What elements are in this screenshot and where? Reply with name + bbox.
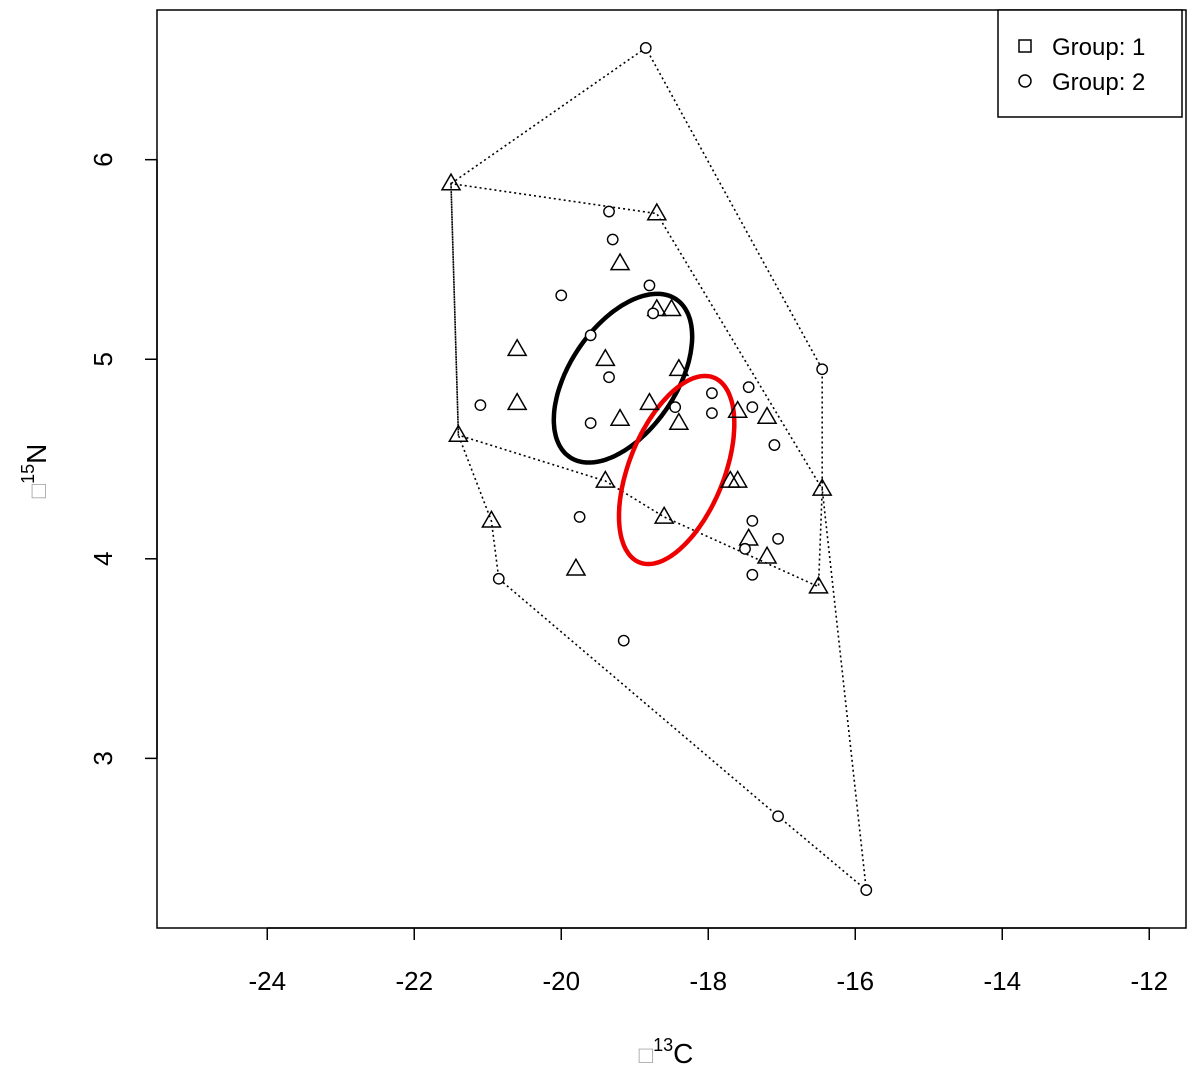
triangle-point <box>481 509 502 528</box>
hull-series-2 <box>450 46 868 892</box>
x-axis-title: □13C <box>639 1035 694 1069</box>
legend: Group: 1 Group: 2 <box>997 9 1183 118</box>
circle-point <box>474 399 487 412</box>
circle-point <box>860 884 873 896</box>
triangle-point <box>506 392 528 411</box>
triangle-point <box>727 469 748 488</box>
circle-point <box>617 634 630 647</box>
circle-point <box>706 407 718 420</box>
circle-point <box>746 514 759 527</box>
y-tick-label: 6 <box>88 152 118 166</box>
triangle-point <box>595 348 616 367</box>
y-axis-title: □15N <box>18 444 52 499</box>
data-points <box>440 42 873 896</box>
ellipses <box>551 291 737 567</box>
triangle-point <box>668 412 690 431</box>
triangle-point <box>646 202 668 221</box>
y-axis-title-glyph: □ <box>25 483 52 498</box>
circle-point <box>573 510 586 523</box>
circle-point <box>639 42 652 54</box>
triangle-point <box>448 424 469 442</box>
y-axis-title-sup: 15 <box>18 464 38 484</box>
triangle-point <box>661 298 682 317</box>
circle-point <box>555 289 568 302</box>
x-tick-label: -16 <box>836 966 874 996</box>
x-axis-title-main: C <box>673 1038 693 1069</box>
ellipse-series-1 <box>551 291 695 465</box>
x-axis-title-glyph: □ <box>639 1042 654 1069</box>
circle-point <box>739 542 751 555</box>
x-tick-label: -22 <box>395 966 433 996</box>
x-axis: -24 -22 -20 -18 -16 -14 -12 <box>248 927 1168 996</box>
triangle-point <box>811 477 833 496</box>
triangle-point <box>756 406 778 425</box>
y-tick-label: 5 <box>88 352 118 366</box>
circle-point <box>742 381 755 394</box>
legend-circle-icon <box>1018 74 1032 88</box>
circle-point <box>492 572 505 585</box>
y-axis: 3 4 5 6 <box>88 152 158 766</box>
x-tick-label: -20 <box>542 966 580 996</box>
x-tick-label: -12 <box>1130 966 1168 996</box>
circle-point <box>706 387 718 400</box>
triangle-point <box>653 505 675 524</box>
legend-label-group-2: Group: 2 <box>1052 69 1145 96</box>
circle-point <box>772 532 784 545</box>
circle-point <box>647 307 660 320</box>
circle-point <box>669 401 682 414</box>
hull-series-1 <box>450 182 824 588</box>
circle-point <box>772 810 784 823</box>
x-tick-label: -24 <box>248 966 286 996</box>
triangle-point <box>609 408 631 427</box>
triangle-point <box>506 338 528 357</box>
circle-point <box>746 401 759 414</box>
x-tick-label: -18 <box>689 966 727 996</box>
triangle-point <box>565 557 587 576</box>
triangle-point <box>808 575 829 594</box>
triangle-point <box>595 469 616 488</box>
legend-square-icon <box>1018 39 1032 53</box>
triangle-point <box>727 400 748 419</box>
plot-area <box>156 9 1187 929</box>
circle-point <box>603 205 615 218</box>
y-axis-title-main: N <box>21 444 52 464</box>
triangle-point <box>668 358 690 377</box>
circle-point <box>606 233 619 246</box>
legend-box <box>997 9 1183 118</box>
x-tick-label: -14 <box>983 966 1021 996</box>
triangle-point <box>440 172 462 191</box>
circle-point <box>603 371 615 384</box>
circle-point <box>584 329 597 342</box>
circle-point <box>584 417 597 429</box>
triangle-point <box>639 392 660 411</box>
y-tick-label: 3 <box>88 751 118 765</box>
circle-point <box>816 363 829 376</box>
triangle-point <box>756 545 778 564</box>
circle-point <box>746 568 759 581</box>
circle-point <box>768 439 781 451</box>
legend-label-group-1: Group: 1 <box>1052 34 1145 61</box>
circle-point <box>643 279 656 292</box>
triangle-point <box>609 252 631 271</box>
x-axis-title-sup: 13 <box>653 1035 673 1055</box>
y-tick-label: 4 <box>88 552 118 566</box>
triangle-point <box>738 527 759 546</box>
convex-hulls <box>450 46 868 892</box>
